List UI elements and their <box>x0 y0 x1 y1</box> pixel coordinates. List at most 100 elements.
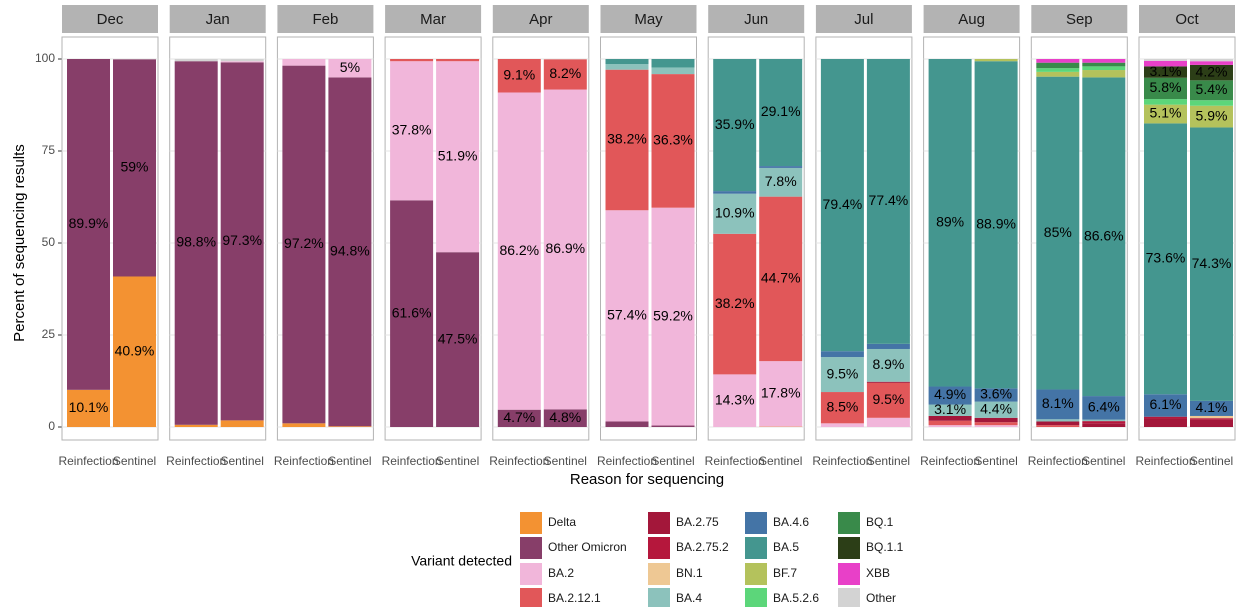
bar-segment <box>713 193 757 234</box>
bar-segment <box>820 351 864 358</box>
legend-key <box>648 537 670 559</box>
bar-segment <box>1190 61 1233 65</box>
bar-segment <box>1144 418 1187 427</box>
legend-key <box>648 563 670 585</box>
bar-segment <box>974 422 1018 426</box>
bar-segment <box>282 65 326 424</box>
legend-key <box>648 588 670 607</box>
legend-label: BQ.1 <box>866 515 894 529</box>
bar-segment <box>820 423 864 427</box>
bar-segment <box>1036 59 1080 63</box>
bar-segment <box>866 382 910 418</box>
bar-segment <box>605 421 649 427</box>
x-tick-label: Reinfection <box>812 454 872 468</box>
bar-segment <box>651 425 695 427</box>
data-label: 4.4% <box>980 400 1012 416</box>
strip <box>1031 5 1128 33</box>
bar-segment <box>759 166 803 168</box>
bar-segment <box>1190 100 1233 106</box>
bar-segment <box>113 276 156 427</box>
data-label: 6.4% <box>1088 399 1120 415</box>
bar-segment <box>328 77 372 427</box>
x-tick-label: Reinfection <box>705 454 765 468</box>
data-label: 74.3% <box>1192 255 1232 271</box>
x-axis-title: Reason for sequencing <box>570 471 724 488</box>
data-label: 8.2% <box>549 65 581 81</box>
data-label: 10.1% <box>69 399 109 415</box>
legend-key <box>838 563 860 585</box>
bar-segment <box>1190 59 1233 62</box>
bar-segment <box>928 425 972 427</box>
legend-label: BA.2.75.2 <box>676 540 729 554</box>
bar-segment <box>497 92 541 410</box>
data-label: 47.5% <box>438 330 478 346</box>
bar-segment <box>1082 70 1126 78</box>
data-label: 8.9% <box>872 356 904 372</box>
bar-segment <box>436 59 480 62</box>
strip-label: Aug <box>958 11 985 28</box>
bar-segment <box>1036 389 1080 420</box>
bar-segment <box>713 191 757 194</box>
data-label: 86.9% <box>545 240 585 256</box>
bar-segment <box>543 409 587 427</box>
bar-segment <box>651 74 695 208</box>
bar-segment <box>759 59 803 167</box>
bar-segment <box>282 423 326 427</box>
bar-segment <box>605 59 649 65</box>
bar-segment <box>1036 421 1080 426</box>
legend-key <box>745 588 767 607</box>
legend-key <box>520 537 542 559</box>
bar-segment <box>1190 419 1233 427</box>
bar-segment <box>1190 64 1233 81</box>
bar-segment <box>1190 105 1233 128</box>
bar-segment <box>174 61 218 425</box>
data-label: 97.2% <box>284 235 324 251</box>
bar-segment <box>328 426 372 427</box>
bar-segment <box>866 417 910 427</box>
bar-segment <box>1144 77 1187 100</box>
bar-segment <box>436 61 480 253</box>
bar-segment <box>67 59 110 390</box>
bar-segment <box>390 200 434 427</box>
y-tick-label: 0 <box>48 419 55 433</box>
legend-key <box>838 588 860 607</box>
bar-segment <box>1144 59 1187 61</box>
bar-segment <box>1036 419 1080 422</box>
data-label: 38.2% <box>607 131 647 147</box>
legend-title: Variant detected <box>411 553 512 569</box>
data-label: 57.4% <box>607 307 647 323</box>
x-tick-label: Reinfection <box>274 454 334 468</box>
bar-segment <box>713 233 757 375</box>
legend-label: BF.7 <box>773 566 797 580</box>
legend-label: BA.4.6 <box>773 515 809 529</box>
x-tick-label: Sentinel <box>436 454 479 468</box>
y-tick-label: 100 <box>35 51 55 65</box>
data-label: 5.1% <box>1150 105 1182 121</box>
x-tick-label: Reinfection <box>1028 454 1088 468</box>
data-label: 44.7% <box>761 270 801 286</box>
strip-label: Jul <box>854 11 873 28</box>
bar-segment <box>543 89 587 410</box>
data-label: 89.9% <box>69 215 109 231</box>
strip-label: Feb <box>312 11 338 28</box>
legend-label: BA.2 <box>548 566 574 580</box>
bar-segment <box>866 59 910 344</box>
data-label: 37.8% <box>392 121 432 137</box>
bar-segment <box>1036 71 1080 77</box>
bar-segment <box>220 61 264 63</box>
data-label: 3.1% <box>934 401 966 417</box>
bar-segment <box>1082 419 1126 422</box>
bar-segment <box>1190 418 1233 420</box>
data-label: 9.1% <box>503 66 535 82</box>
legend-key <box>745 537 767 559</box>
data-label: 5.8% <box>1150 79 1182 95</box>
bar-segment <box>974 61 1018 389</box>
legend-key <box>520 563 542 585</box>
data-label: 8.1% <box>1042 395 1074 411</box>
strip-label: Oct <box>1175 11 1199 28</box>
data-label: 4.2% <box>1196 63 1228 79</box>
bar-segment <box>1082 59 1126 63</box>
bar-segment <box>1190 80 1233 101</box>
data-label: 5.9% <box>1196 107 1228 123</box>
legend-key <box>838 512 860 534</box>
